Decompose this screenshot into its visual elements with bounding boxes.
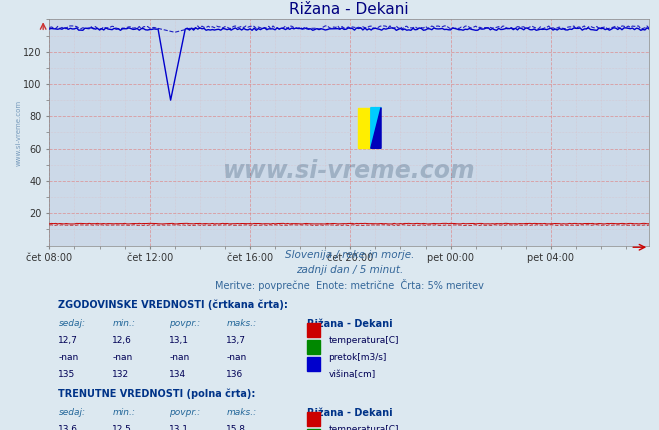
Text: min.:: min.: [113, 319, 135, 328]
Text: 12,6: 12,6 [113, 336, 132, 345]
Polygon shape [371, 108, 381, 148]
Text: višina[cm]: višina[cm] [328, 370, 376, 379]
Text: sedaj:: sedaj: [59, 408, 86, 417]
Text: temperatura[C]: temperatura[C] [328, 336, 399, 345]
Bar [307, 323, 320, 337]
Text: www.si-vreme.com: www.si-vreme.com [15, 99, 21, 166]
Text: Rižana - Dekani: Rižana - Dekani [307, 408, 393, 418]
Text: Rižana - Dekani: Rižana - Dekani [307, 319, 393, 329]
Text: povpr.:: povpr.: [169, 319, 200, 328]
Bar [307, 429, 320, 430]
Text: sedaj:: sedaj: [59, 319, 86, 328]
Text: 12,7: 12,7 [59, 336, 78, 345]
Text: 132: 132 [113, 370, 130, 379]
Text: maks.:: maks.: [226, 408, 256, 417]
Text: zadnji dan / 5 minut.: zadnji dan / 5 minut. [296, 264, 403, 274]
Bar [358, 108, 371, 148]
Text: www.si-vreme.com: www.si-vreme.com [223, 159, 476, 183]
Text: Slovenija / reke in morje.: Slovenija / reke in morje. [285, 250, 414, 260]
Text: 15,8: 15,8 [226, 425, 246, 430]
Text: min.:: min.: [113, 408, 135, 417]
Text: -nan: -nan [169, 353, 190, 362]
Bar [307, 340, 320, 353]
Text: 12,5: 12,5 [113, 425, 132, 430]
Text: povpr.:: povpr.: [169, 408, 200, 417]
Text: ZGODOVINSKE VREDNOSTI (črtkana črta):: ZGODOVINSKE VREDNOSTI (črtkana črta): [59, 300, 288, 310]
Text: 135: 135 [59, 370, 76, 379]
Text: temperatura[C]: temperatura[C] [328, 425, 399, 430]
Text: -nan: -nan [113, 353, 132, 362]
Text: pretok[m3/s]: pretok[m3/s] [328, 353, 387, 362]
Text: -nan: -nan [226, 353, 246, 362]
Text: -nan: -nan [59, 353, 78, 362]
Text: TRENUTNE VREDNOSTI (polna črta):: TRENUTNE VREDNOSTI (polna črta): [59, 389, 256, 399]
Text: 134: 134 [169, 370, 186, 379]
Title: Rižana - Dekani: Rižana - Dekani [289, 2, 409, 17]
Text: maks.:: maks.: [226, 319, 256, 328]
Bar [307, 357, 320, 371]
Text: 136: 136 [226, 370, 244, 379]
Text: 13,6: 13,6 [59, 425, 78, 430]
Text: 13,1: 13,1 [169, 425, 189, 430]
Text: 13,7: 13,7 [226, 336, 246, 345]
Text: 13,1: 13,1 [169, 336, 189, 345]
Bar [307, 412, 320, 426]
Polygon shape [371, 108, 381, 148]
Text: Meritve: povprečne  Enote: metrične  Črta: 5% meritev: Meritve: povprečne Enote: metrične Črta:… [215, 279, 484, 291]
